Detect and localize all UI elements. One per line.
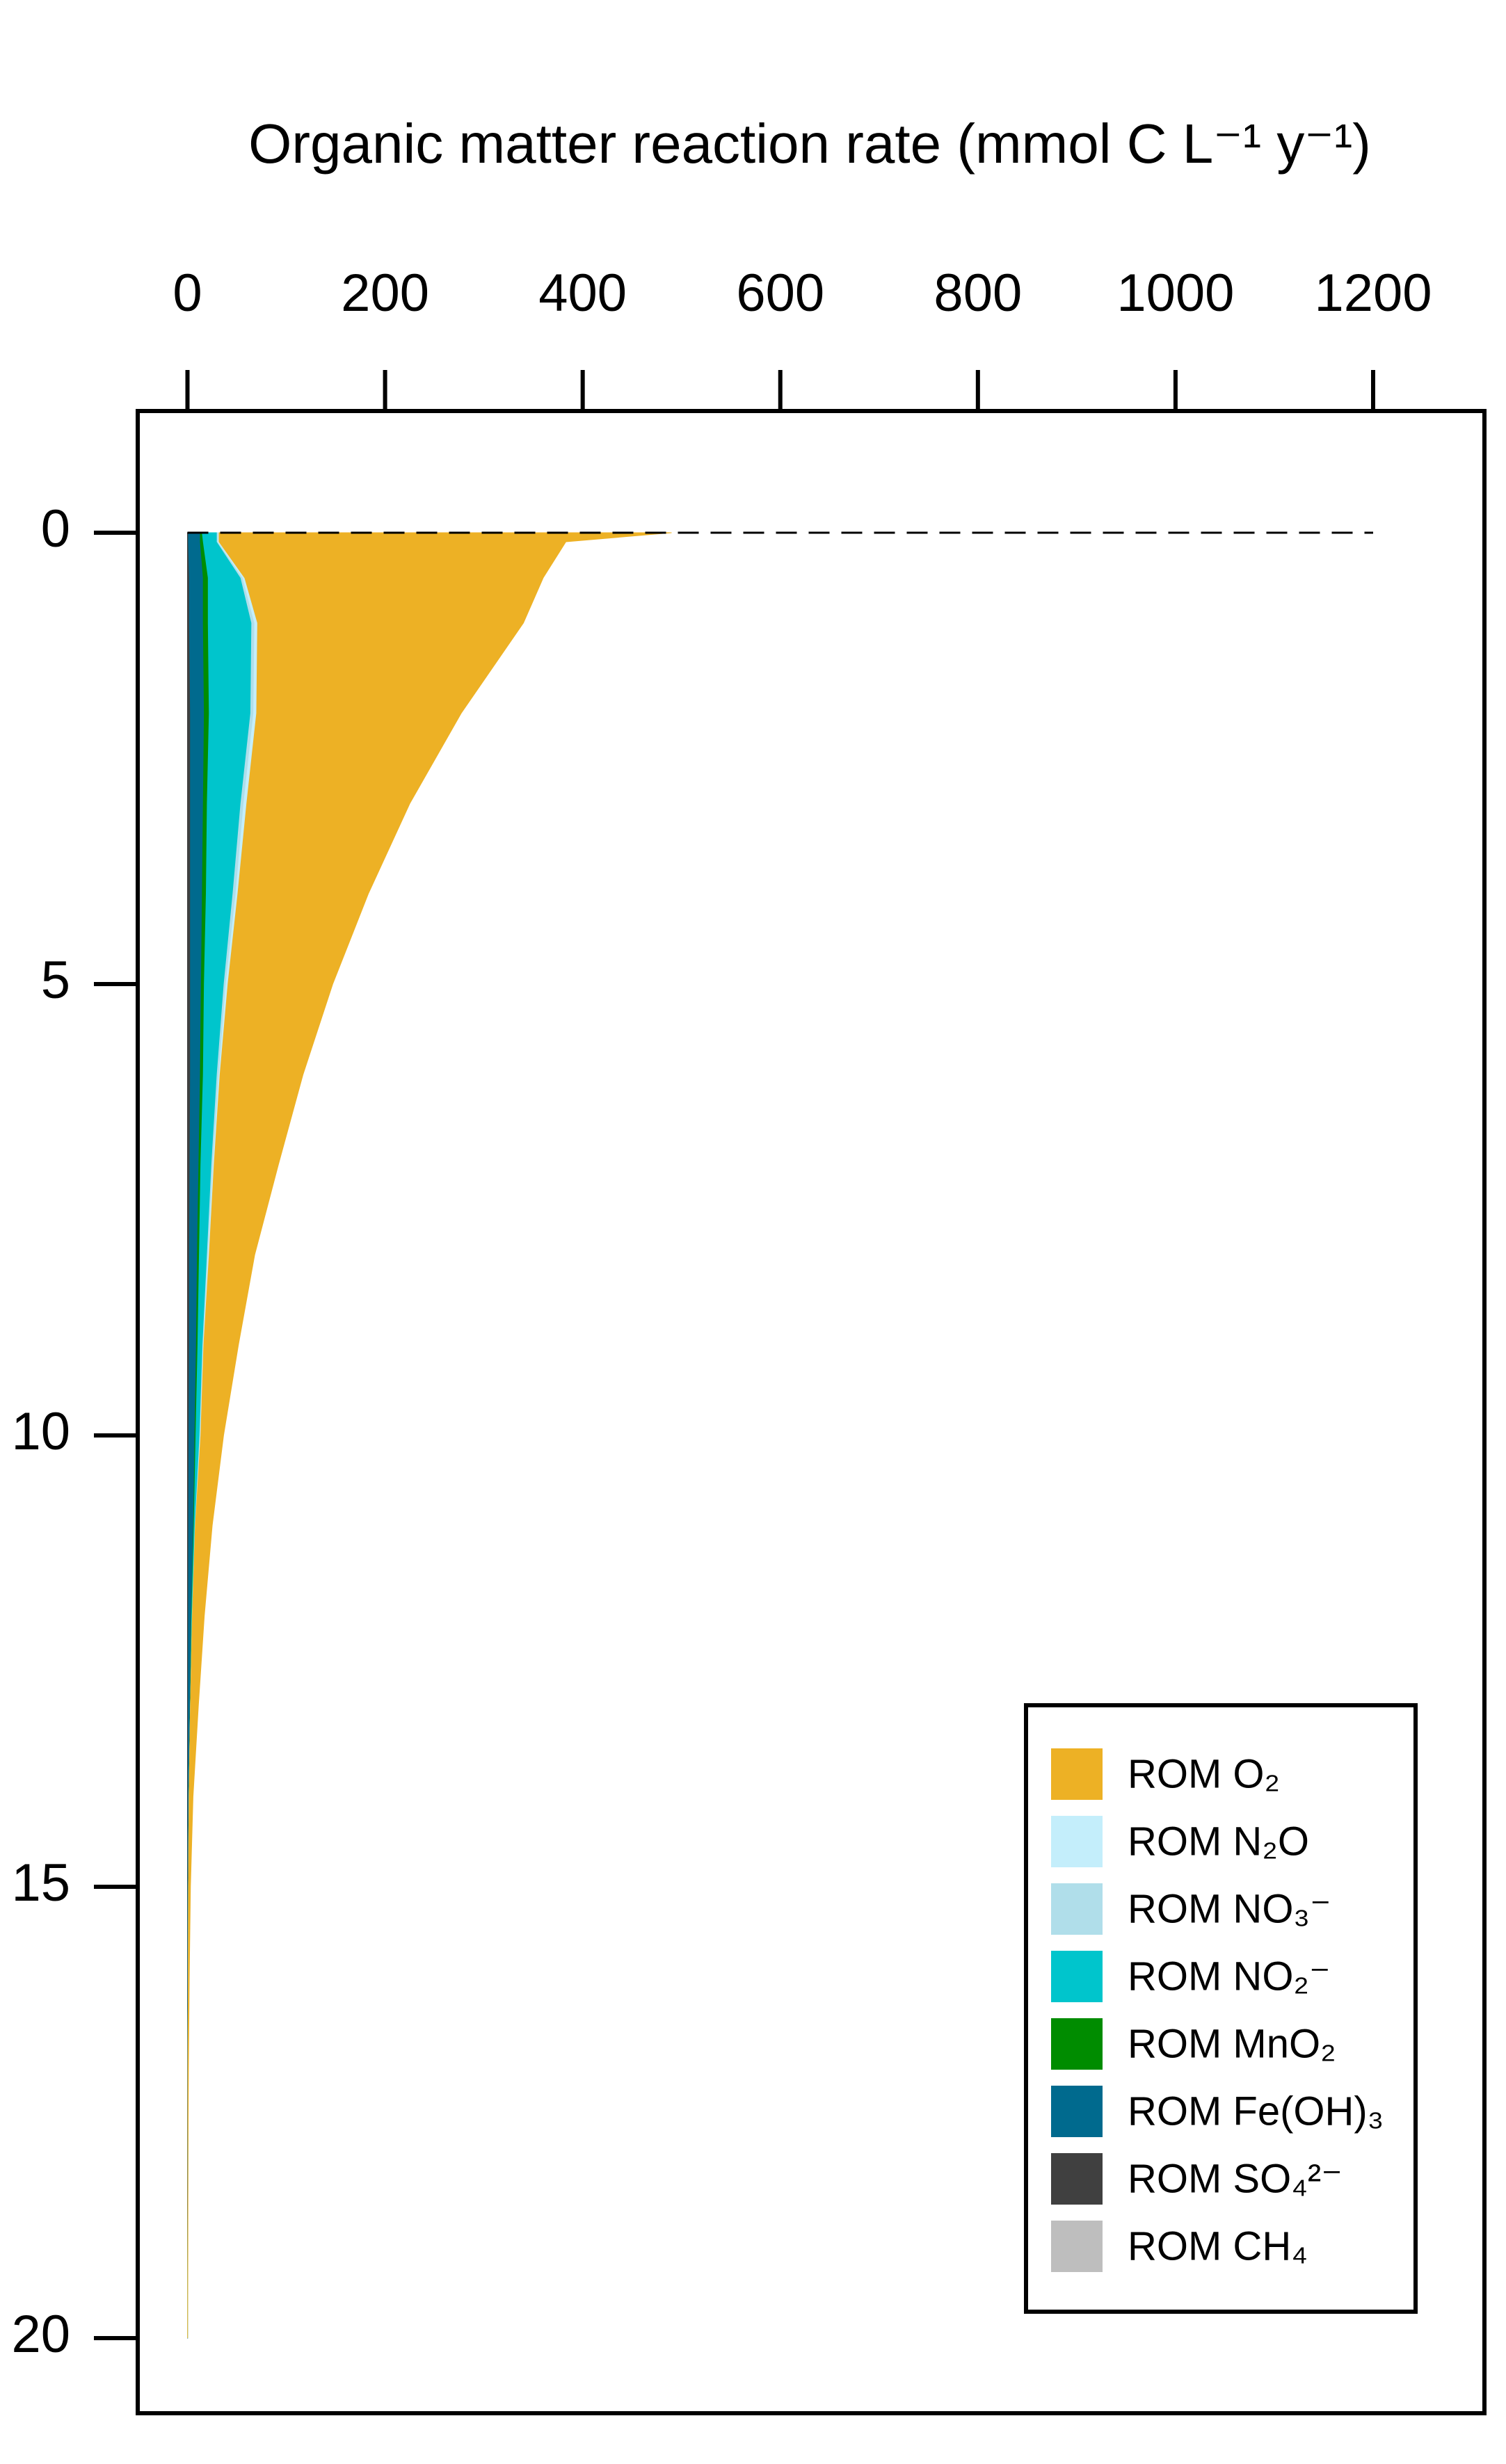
y-tick-label: 5 [41, 951, 70, 1010]
legend-label: ROM N₂O [1128, 1819, 1309, 1864]
legend-swatch [1051, 1883, 1103, 1935]
legend-swatch [1051, 1816, 1103, 1867]
x-tick-label: 800 [934, 264, 1022, 323]
y-tick-label: 20 [11, 2305, 70, 2364]
legend-label: ROM SO₄²⁻ [1128, 2156, 1343, 2201]
y-tick-label: 10 [11, 1402, 70, 1461]
axis-title: Organic matter reaction rate (mmol C L⁻¹… [248, 113, 1371, 175]
legend-swatch [1051, 2086, 1103, 2137]
legend-swatch [1051, 1951, 1103, 2002]
legend-swatch [1051, 2153, 1103, 2205]
x-tick-label: 600 [736, 264, 824, 323]
legend-frame [1024, 1703, 1418, 2314]
x-tick-label: 0 [173, 264, 202, 323]
y-tick-label: 0 [41, 499, 70, 558]
x-tick-label: 1000 [1116, 264, 1234, 323]
legend-swatch [1051, 1748, 1103, 1800]
y-tick-label: 15 [11, 1853, 70, 1913]
legend-swatch [1051, 2221, 1103, 2272]
x-tick-label: 200 [341, 264, 429, 323]
x-tick-label: 1200 [1314, 264, 1432, 323]
legend-label: ROM CH₄ [1128, 2223, 1308, 2269]
legend-label: ROM NO₃⁻ [1128, 1886, 1331, 1931]
legend-label: ROM Fe(OH)₃ [1128, 2088, 1384, 2134]
x-tick-label: 400 [538, 264, 627, 323]
legend-label: ROM MnO₂ [1128, 2021, 1336, 2066]
plot-frame [136, 409, 1487, 2415]
legend-label: ROM O₂ [1128, 1751, 1280, 1796]
legend-label: ROM NO₂⁻ [1128, 1954, 1331, 1999]
area [187, 532, 672, 2339]
legend-swatch [1051, 2018, 1103, 2070]
